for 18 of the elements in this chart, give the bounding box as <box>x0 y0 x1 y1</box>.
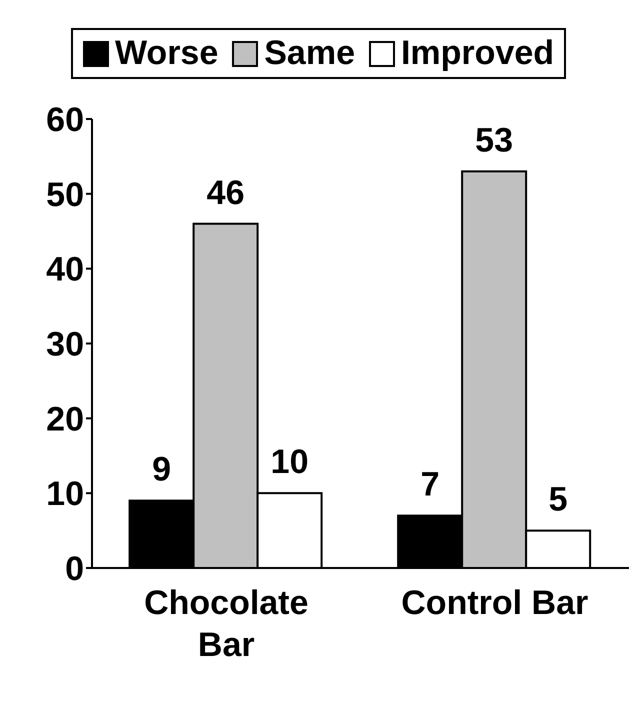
y-tick-label: 40 <box>46 250 84 289</box>
data-label: 9 <box>152 450 172 489</box>
y-tick-label: 50 <box>46 176 84 214</box>
legend-label: Same <box>264 34 355 73</box>
y-tick-label: 60 <box>46 101 84 140</box>
y-tick-label: 10 <box>46 475 84 514</box>
y-tick-label: 0 <box>65 550 84 588</box>
data-label: 10 <box>270 443 309 482</box>
y-tick-label: 20 <box>46 400 84 438</box>
data-label: 7 <box>420 466 440 504</box>
legend-label: Improved <box>400 34 554 73</box>
data-label: 5 <box>548 480 568 519</box>
legend-label: Worse <box>114 34 218 73</box>
x-tick-label: Control Bar <box>401 584 588 622</box>
x-tick-label: Chocolate Bar <box>144 584 308 664</box>
data-label: 53 <box>475 121 514 160</box>
data-label: 46 <box>206 174 245 212</box>
y-tick-label: 30 <box>46 326 84 364</box>
